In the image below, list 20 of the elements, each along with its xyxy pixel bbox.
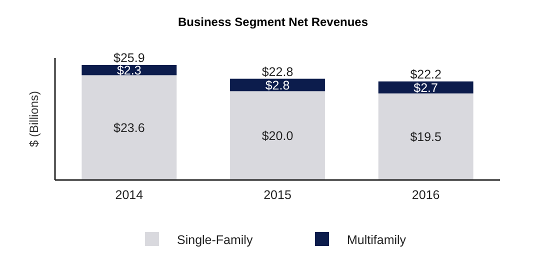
data-label: $20.0 — [262, 129, 294, 144]
data-label: $2.7 — [414, 80, 438, 95]
total-label: $22.8 — [262, 64, 294, 79]
bar — [82, 75, 177, 180]
legend-label: Multifamily — [347, 233, 407, 247]
x-tick-label: 2014 — [115, 188, 144, 202]
bar — [378, 93, 474, 180]
data-label: $23.6 — [114, 121, 145, 136]
chart-title: Business Segment Net Revenues — [178, 15, 368, 29]
y-axis-title: $ (Billions) — [27, 90, 41, 148]
bar — [378, 81, 474, 94]
legend-label: Single-Family — [177, 233, 254, 247]
data-label: $19.5 — [410, 130, 442, 144]
data-label: $2.8 — [265, 78, 290, 92]
x-tick-label: 2016 — [412, 188, 440, 202]
bar — [230, 91, 325, 180]
total-label: $25.9 — [114, 51, 145, 65]
x-tick-label: 2015 — [264, 188, 292, 202]
total-label: $22.2 — [410, 67, 442, 82]
data-label: $2.3 — [116, 64, 142, 78]
